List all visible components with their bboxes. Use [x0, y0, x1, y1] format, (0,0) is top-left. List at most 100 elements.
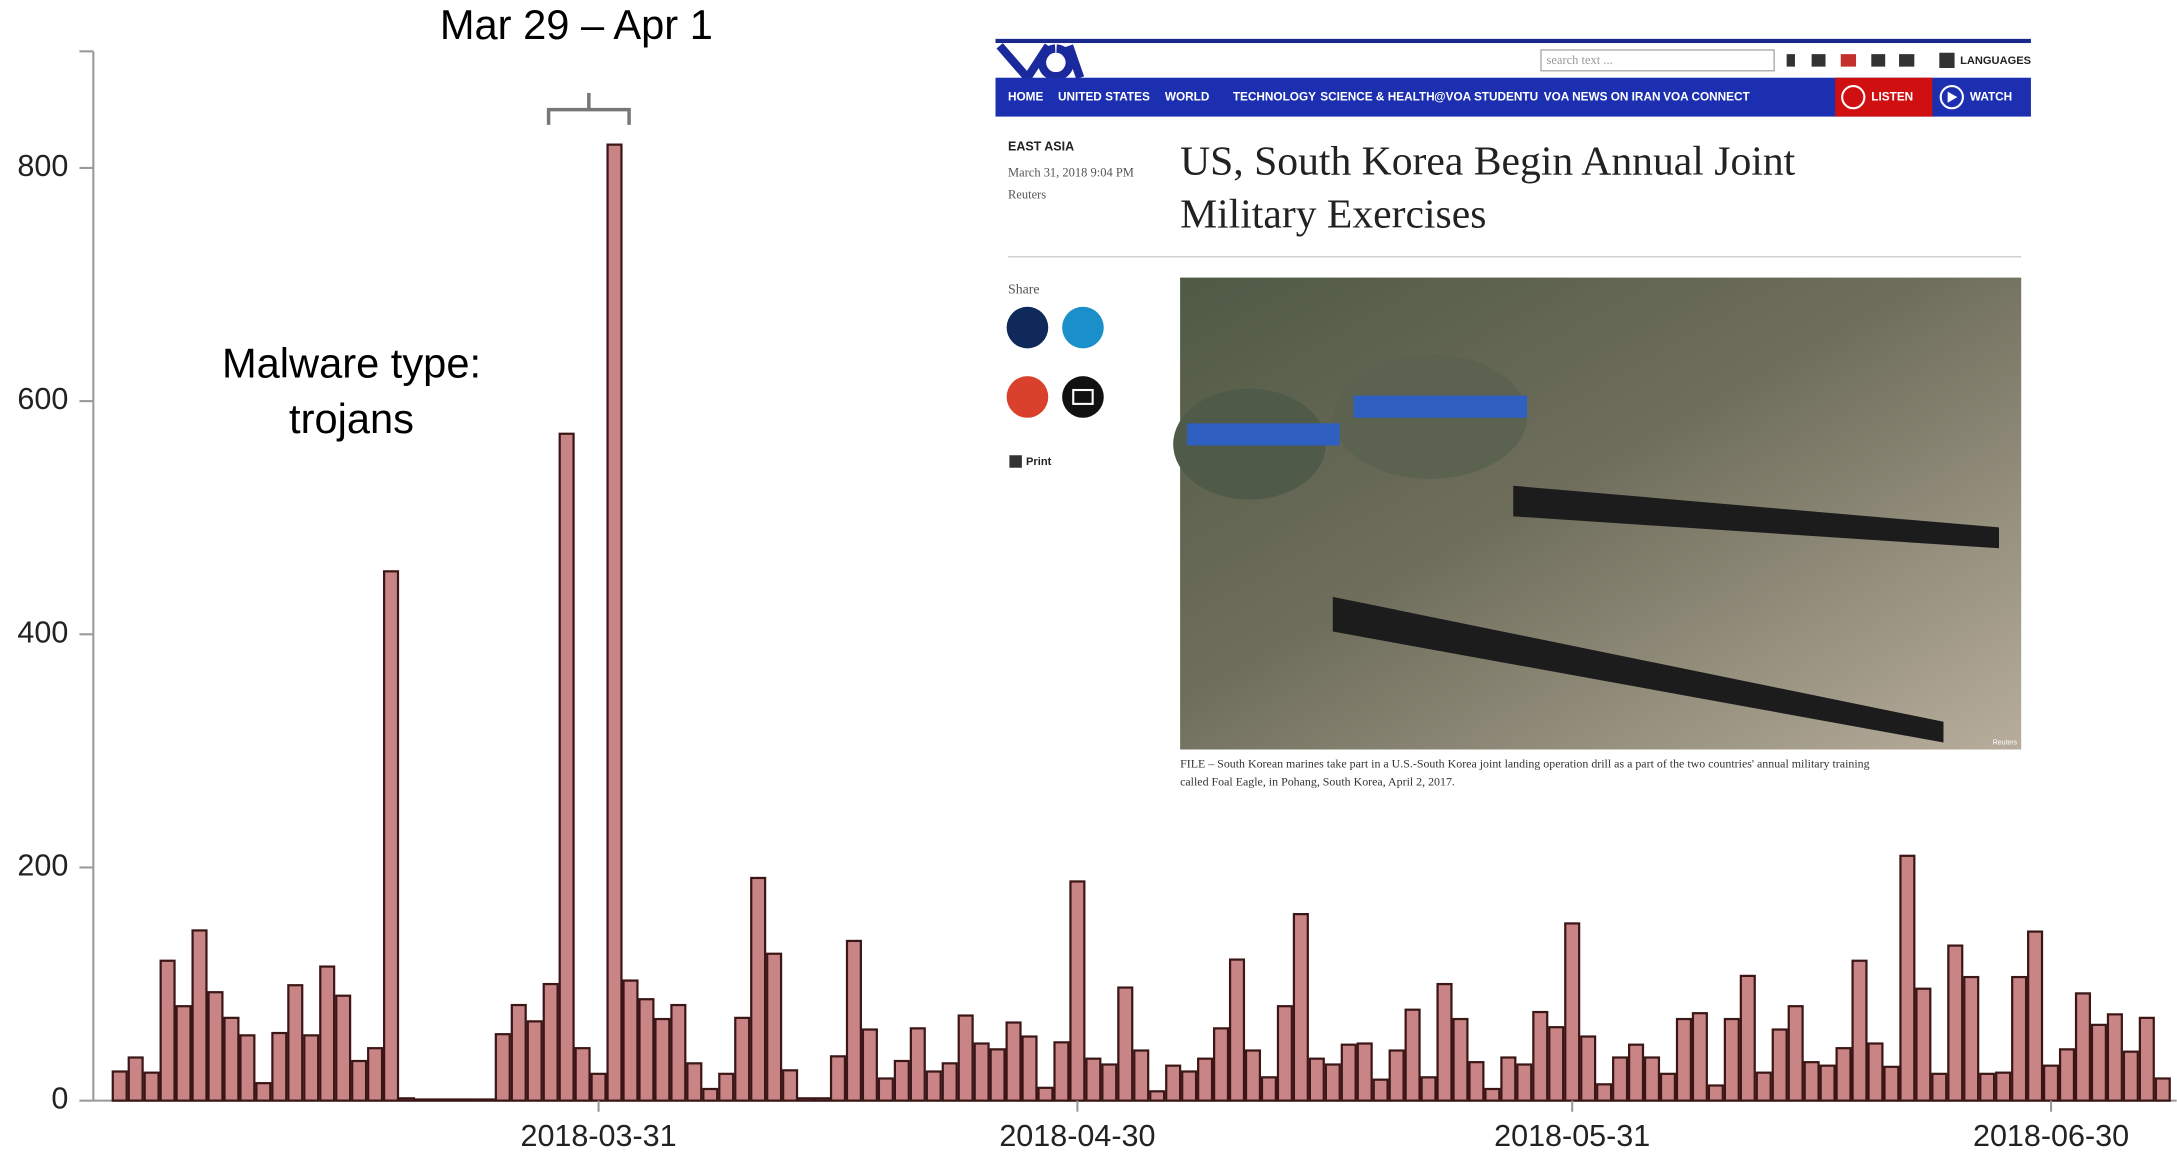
y-tick-label: 200: [17, 849, 68, 883]
photo-caption: called Foal Eagle, in Pohang, South Kore…: [1180, 775, 1455, 789]
bar: [1931, 1072, 1948, 1102]
bar: [909, 1027, 926, 1102]
bar: [877, 1077, 894, 1102]
nav-item[interactable]: WORLD: [1165, 90, 1210, 103]
nav-item[interactable]: TECHNOLOGY: [1233, 90, 1316, 103]
bar: [845, 939, 862, 1102]
bar: [590, 1072, 607, 1102]
bar: [2027, 930, 2044, 1102]
photo-credit: Reuters: [1993, 739, 2018, 746]
bar: [1149, 1090, 1166, 1102]
bar: [1404, 1008, 1421, 1102]
search-box[interactable]: [1540, 49, 1775, 72]
y-tick-label: 600: [17, 382, 68, 416]
bar: [1260, 1076, 1277, 1102]
article-title: Military Exercises: [1180, 191, 1486, 237]
bar: [574, 1047, 591, 1102]
bar: [1516, 1063, 1533, 1102]
mail-icon[interactable]: [1062, 376, 1104, 418]
bar: [303, 1034, 320, 1102]
bar: [702, 1087, 719, 1102]
bar: [813, 1097, 831, 1102]
bar: [1612, 1056, 1629, 1102]
mail-glyph: [1072, 388, 1094, 405]
nav-item[interactable]: VOA CONNECT: [1663, 90, 1750, 103]
bar: [1899, 854, 1916, 1102]
photo-shape: [1332, 485, 1999, 743]
bar: [2011, 975, 2028, 1102]
bar: [1500, 1056, 1517, 1102]
bar: [1627, 1043, 1645, 1102]
bar: [494, 1033, 511, 1102]
search-placeholder: search text ...: [1547, 53, 1613, 67]
bar: [1723, 1017, 1740, 1102]
nav-item[interactable]: SCIENCE & HEALTH: [1320, 90, 1434, 103]
bar: [1069, 880, 1086, 1102]
listen-button[interactable]: LISTEN: [1871, 90, 1913, 103]
bar: [1276, 1005, 1293, 1102]
y-tick-label: 400: [17, 615, 68, 649]
bar: [1755, 1071, 1772, 1102]
y-tick-label: 800: [17, 149, 68, 183]
bar: [1197, 1057, 1214, 1102]
article-source: Reuters: [1008, 188, 1046, 202]
bar: [1739, 974, 1756, 1102]
bar: [925, 1070, 942, 1102]
twitter-icon[interactable]: [1062, 306, 1104, 349]
photo-shape: [1353, 395, 1528, 418]
bar: [606, 143, 623, 1102]
bar: [686, 1062, 703, 1102]
bar: [2074, 992, 2092, 1102]
bar: [1819, 1064, 1836, 1102]
nav-item[interactable]: UNITED STATES: [1058, 90, 1150, 103]
bar: [1101, 1063, 1118, 1102]
share-label: Share: [1008, 282, 1040, 297]
bar: [1659, 1072, 1677, 1102]
bar: [143, 1071, 160, 1102]
bar: [319, 965, 336, 1102]
nav-item[interactable]: VOA NEWS ON IRAN: [1544, 90, 1661, 103]
bar: [2058, 1048, 2076, 1102]
bar: [414, 1098, 432, 1102]
x-tick-label: 2018-03-31: [520, 1119, 676, 1152]
bar: [989, 1048, 1006, 1102]
listen-bg: [1835, 77, 1933, 117]
nav-item[interactable]: HOME: [1008, 90, 1043, 103]
bar: [287, 984, 304, 1102]
bar: [1995, 1071, 2012, 1102]
x-tick-label: 2018-04-30: [999, 1119, 1155, 1152]
bar: [446, 1098, 463, 1102]
bar: [1165, 1064, 1182, 1102]
annotation: Mar 29 – Apr 1: [440, 1, 713, 48]
bar: [239, 1034, 256, 1102]
bar: [1484, 1087, 1501, 1102]
bar: [782, 1069, 799, 1102]
bar: [1643, 1056, 1661, 1102]
bar: [2154, 1077, 2171, 1102]
bar: [1244, 1049, 1262, 1102]
bar: [1532, 1010, 1549, 1102]
nav-item[interactable]: @VOA STUDENTU: [1434, 90, 1538, 103]
bar: [207, 991, 224, 1102]
facebook-icon[interactable]: [1006, 306, 1049, 349]
bar: [1771, 1028, 1788, 1102]
bar: [1580, 1035, 1597, 1102]
bar: [1340, 1043, 1357, 1102]
bar: [1436, 982, 1453, 1102]
article-title: US, South Korea Begin Annual Joint: [1180, 139, 1796, 185]
bar: [1037, 1086, 1054, 1102]
bar: [941, 1062, 958, 1102]
bar: [670, 1003, 687, 1102]
gplus-icon[interactable]: [1006, 376, 1049, 418]
print-link[interactable]: Print: [1026, 456, 1052, 468]
watch-icon: [1939, 85, 1964, 110]
watch-button[interactable]: WATCH: [1970, 90, 2012, 103]
bar: [191, 929, 208, 1102]
bar: [798, 1097, 815, 1102]
bar: [2090, 1023, 2107, 1102]
bar: [1691, 1012, 1708, 1102]
bar: [766, 952, 783, 1102]
bar: [510, 1003, 527, 1102]
bar: [558, 432, 575, 1102]
bar: [957, 1014, 974, 1102]
